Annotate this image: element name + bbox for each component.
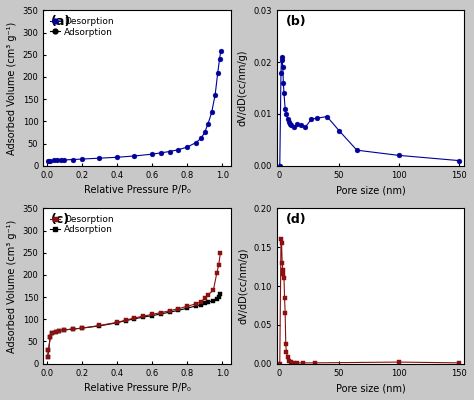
Y-axis label: dV/dD(cc/nm/g): dV/dD(cc/nm/g) [238,248,248,324]
Y-axis label: dV/dD(cc/nm/g): dV/dD(cc/nm/g) [238,50,248,126]
X-axis label: Relative Pressure P/P₀: Relative Pressure P/P₀ [83,185,191,195]
X-axis label: Pore size (nm): Pore size (nm) [336,383,406,393]
Text: (b): (b) [286,15,307,28]
X-axis label: Pore size (nm): Pore size (nm) [336,185,406,195]
X-axis label: Relative Pressure P/P₀: Relative Pressure P/P₀ [83,383,191,393]
Text: (a): (a) [51,15,71,28]
Legend: Desorption, Adsorption: Desorption, Adsorption [48,213,116,236]
Y-axis label: Adsorbed Volume (cm³ g⁻¹): Adsorbed Volume (cm³ g⁻¹) [7,219,17,353]
Legend: Desorption, Adsorption: Desorption, Adsorption [48,15,116,38]
Y-axis label: Adsorbed Volume (cm³ g⁻¹): Adsorbed Volume (cm³ g⁻¹) [7,22,17,155]
Text: (d): (d) [286,213,307,226]
Text: (c): (c) [51,213,70,226]
